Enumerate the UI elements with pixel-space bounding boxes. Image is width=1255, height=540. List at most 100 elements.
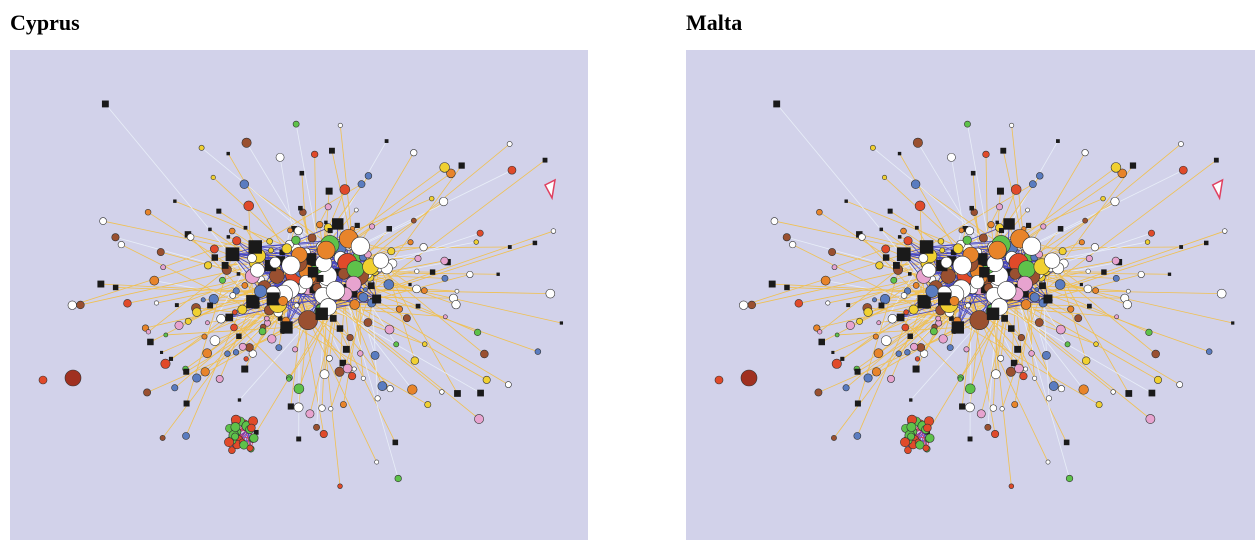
node [782, 233, 791, 242]
edge [900, 317, 961, 379]
node-square [987, 274, 995, 282]
node-square [962, 225, 969, 232]
node [209, 335, 221, 346]
node [141, 324, 149, 332]
node-square [1057, 226, 1064, 232]
node-square [840, 356, 845, 361]
node-square [332, 218, 344, 230]
node-square [216, 208, 222, 214]
node [770, 217, 779, 225]
node [239, 440, 249, 450]
node [293, 226, 303, 236]
node [216, 314, 226, 324]
node [1074, 314, 1083, 323]
node [267, 334, 277, 344]
node-square [542, 157, 548, 163]
node [842, 384, 850, 392]
node [349, 299, 360, 310]
node-square [429, 269, 436, 275]
node [160, 264, 166, 271]
edge [350, 290, 509, 385]
node [358, 292, 369, 303]
node-square [1008, 325, 1015, 332]
node-square [367, 282, 375, 290]
node [254, 284, 268, 298]
node [1144, 239, 1151, 245]
node-square [1125, 390, 1133, 397]
node-square [325, 187, 333, 195]
node-square [277, 316, 283, 321]
node-square [784, 284, 790, 291]
node [363, 287, 368, 292]
node-square [1101, 269, 1107, 275]
node-square [854, 400, 861, 407]
node [831, 358, 842, 369]
node [895, 350, 902, 357]
edge [212, 177, 300, 257]
edge [979, 319, 1026, 370]
node-square [1063, 439, 1070, 446]
panel-title: Cyprus [10, 10, 80, 35]
panel-title: Malta [686, 10, 743, 35]
node-triangle [1211, 178, 1224, 201]
node [965, 383, 976, 394]
node [313, 423, 320, 431]
node [440, 256, 449, 265]
node [421, 341, 428, 347]
node-square [112, 284, 119, 291]
node-square [914, 225, 919, 230]
node-square [225, 247, 240, 262]
node [1025, 207, 1030, 213]
node [1092, 287, 1099, 294]
node [232, 349, 240, 356]
node [319, 430, 328, 439]
node [232, 309, 238, 315]
edge [792, 244, 958, 328]
node [1114, 314, 1119, 320]
node [989, 404, 997, 412]
node [377, 381, 388, 391]
node-square [354, 222, 360, 228]
node [482, 375, 491, 384]
node-square [979, 266, 990, 278]
node [159, 435, 166, 441]
node [1009, 122, 1015, 128]
node [1145, 328, 1153, 336]
node-square [907, 333, 913, 339]
node [268, 247, 274, 254]
edge [190, 236, 254, 302]
node [184, 317, 192, 325]
edge [837, 327, 958, 336]
node-square [831, 350, 835, 354]
node [1020, 299, 1032, 310]
node [299, 275, 314, 290]
node [201, 333, 208, 340]
node [339, 184, 351, 195]
node [76, 300, 85, 310]
node [900, 292, 908, 299]
node-square [97, 280, 105, 288]
node [200, 367, 210, 377]
node [466, 270, 474, 278]
node [882, 174, 888, 180]
node [1057, 385, 1065, 393]
node [247, 253, 257, 263]
node [414, 268, 420, 274]
node [952, 255, 972, 275]
node [1011, 401, 1019, 408]
node [991, 369, 1001, 380]
node-square [280, 321, 293, 334]
node [965, 226, 975, 236]
node [963, 346, 970, 353]
node [1216, 288, 1227, 299]
node [237, 304, 248, 315]
node [873, 348, 884, 359]
node-square [1043, 294, 1053, 304]
node-square [856, 231, 863, 238]
node [1022, 236, 1042, 256]
node [1034, 287, 1040, 292]
node-square [887, 208, 893, 214]
node [914, 200, 926, 212]
node-square [907, 272, 912, 276]
node [970, 275, 985, 290]
